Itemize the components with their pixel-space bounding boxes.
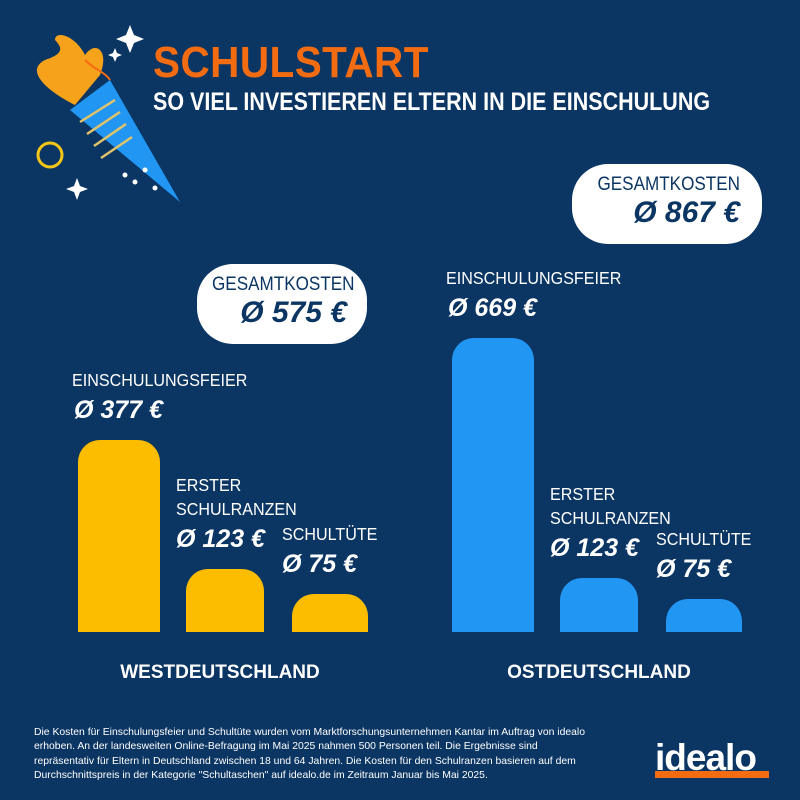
east-value-label-1: Ø 669 € (448, 293, 537, 322)
page-title: SCHULSTART (153, 38, 429, 87)
west-total-badge: GESAMTKOSTEN Ø 575 € (197, 264, 367, 344)
east-category-label-3: SCHULTÜTE (656, 529, 752, 549)
west-bar-1 (78, 440, 160, 632)
east-total-value: Ø 867 € (633, 196, 740, 229)
east-category-label-1: EINSCHULUNGSFEIER (446, 267, 622, 288)
east-total-label: GESAMTKOSTEN (597, 174, 740, 195)
school-cone-illustration-icon (36, 25, 180, 202)
west-bar-2 (186, 569, 264, 632)
east-bar-3 (666, 599, 742, 632)
page-subtitle: SO VIEL INVESTIEREN ELTERN IN DIE EINSCH… (153, 88, 711, 116)
west-total-label: GESAMTKOSTEN (212, 274, 355, 295)
west-category-label-3: SCHULTÜTE (282, 523, 378, 544)
west-category-label-2: ERSTER SCHULRANZEN (176, 475, 297, 520)
west-region-label: WESTDEUTSCHLAND (120, 662, 320, 683)
west-category-label-1: EINSCHULUNGSFEIER (72, 370, 248, 391)
east-value-label-3: Ø 75 € (656, 555, 732, 583)
west-value-label-2: Ø 123 € (176, 525, 265, 554)
footnote: Die Kosten für Einschulungsfeier und Sch… (34, 727, 586, 782)
east-region-label: OSTDEUTSCHLAND (507, 662, 691, 683)
east-bar-1 (452, 337, 534, 632)
east-total-badge: GESAMTKOSTEN Ø 867 € (572, 164, 762, 244)
west-value-label-3: Ø 75 € (282, 549, 358, 578)
logo-underline (655, 771, 769, 778)
west-bar-3 (292, 593, 368, 632)
east-category-label-2: ERSTER SCHULRANZEN (550, 483, 671, 528)
east-value-label-2: Ø 123 € (550, 533, 639, 562)
west-total-value: Ø 575 € (240, 296, 347, 329)
west-value-label-1: Ø 377 € (74, 396, 163, 425)
east-bar-2 (560, 577, 638, 632)
